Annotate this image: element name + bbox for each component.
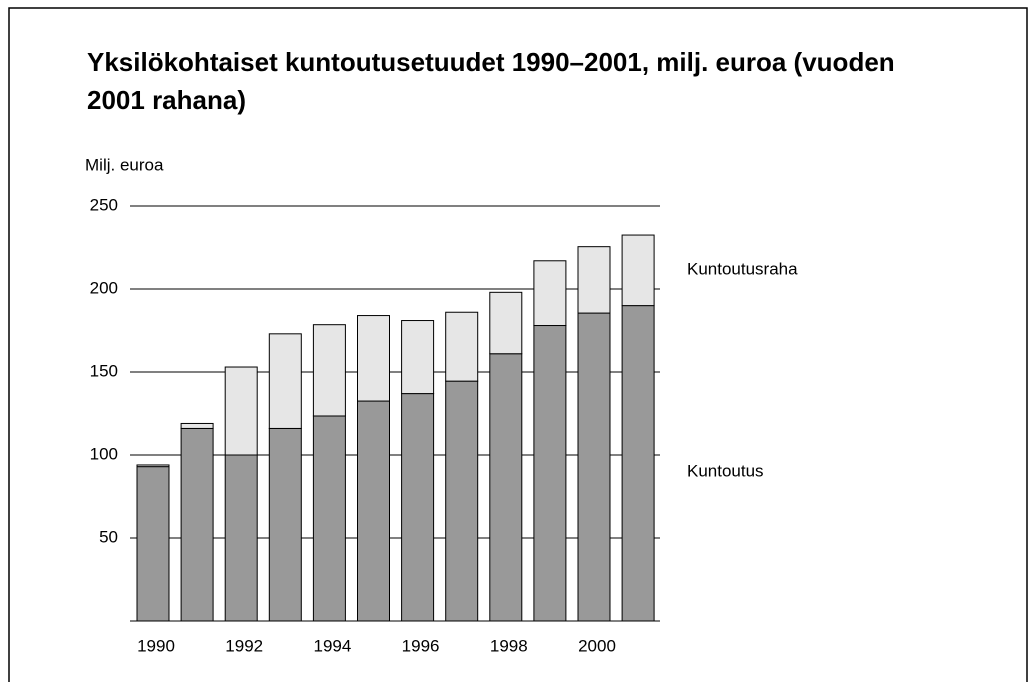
y-axis-label: Milj. euroa: [85, 155, 164, 174]
bar-segment: [180, 427, 214, 622]
bar-segment: [401, 393, 435, 622]
bar-segment: [357, 315, 390, 402]
bar-segment: [533, 325, 567, 622]
bar-segment: [577, 246, 611, 314]
bar-segment: [445, 311, 479, 382]
bar-segment: [312, 324, 346, 417]
x-tick-label: 1992: [225, 636, 263, 655]
y-tick-label: 50: [99, 527, 118, 546]
bar-segment: [489, 291, 523, 355]
bar-segment: [577, 312, 611, 622]
bar-segment: [224, 454, 258, 622]
bar-segment: [268, 333, 302, 429]
y-tick-label: 150: [90, 361, 118, 380]
bar-segment: [445, 380, 479, 622]
bar-segment: [312, 415, 346, 622]
bar-segment: [621, 305, 655, 622]
bar-segment: [180, 422, 214, 429]
legend-label: Kuntoutusraha: [687, 259, 798, 278]
legend-label: Kuntoutus: [687, 461, 764, 480]
chart-title: Yksilökohtaiset kuntoutusetuudet 1990–20…: [87, 47, 895, 115]
frame: [8, 7, 1028, 682]
bar-segment: [401, 320, 435, 395]
x-tick-label: 1994: [313, 636, 351, 655]
x-tick-label: 1998: [490, 636, 528, 655]
bar-segment: [621, 234, 655, 307]
bar-segment: [268, 427, 302, 622]
bar-segment: [224, 366, 258, 456]
bar-segment: [136, 464, 170, 468]
x-tick-label: 2000: [578, 636, 616, 655]
bar-segment: [533, 260, 567, 327]
bar-segment: [489, 353, 523, 622]
y-tick-label: 100: [90, 444, 118, 463]
x-tick-label: 1990: [137, 636, 175, 655]
bar-segment: [357, 400, 390, 622]
x-tick-label: 1996: [402, 636, 440, 655]
y-tick-label: 250: [90, 195, 118, 214]
bar-segment: [136, 466, 170, 622]
y-tick-label: 200: [90, 278, 118, 297]
